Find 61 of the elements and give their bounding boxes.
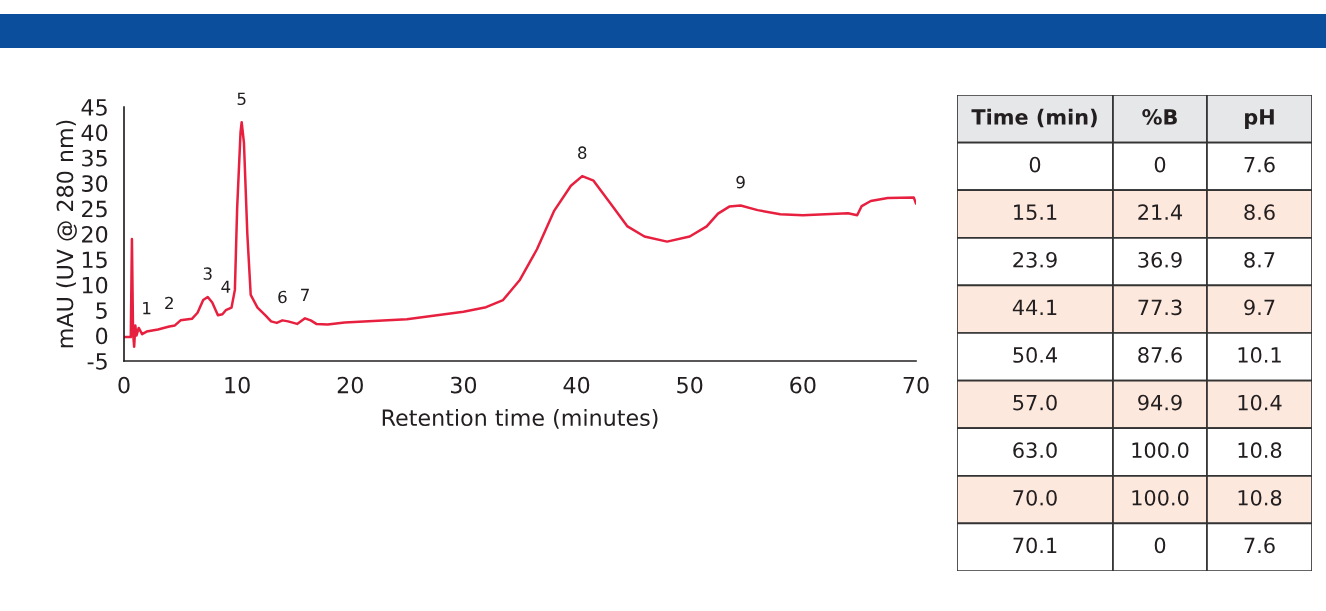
annotation: 7 (301, 288, 309, 301)
x-tick-label: 40 (563, 376, 590, 394)
text: 8.6 (1244, 204, 1275, 221)
x-tick-label: 20 (337, 376, 363, 394)
annotation: 1 (143, 302, 151, 315)
category-label: Time (min) (971, 108, 1097, 128)
line-series (124, 120, 916, 349)
text: 10.1 (1238, 347, 1281, 363)
annotation: 6 (278, 290, 287, 304)
text: 70.1 (1013, 537, 1057, 554)
annotation: 8 (578, 146, 587, 159)
x-axis-title: Retention time (minutes) (382, 408, 658, 429)
x-tick-label: 50 (677, 376, 703, 394)
text: 77.3 (1138, 299, 1182, 316)
text: 10.4 (1238, 394, 1282, 411)
y-tick-label: -5 (87, 353, 107, 370)
y-tick-label: 10 (82, 276, 108, 294)
text: 7.6 (1244, 156, 1275, 173)
x-tick-label: 30 (450, 376, 477, 394)
x-tick-label: 70 (903, 376, 929, 394)
y-tick-label: 5 (96, 302, 107, 319)
x-tick-label: 10 (225, 376, 250, 394)
y-tick-label: 15 (82, 251, 107, 269)
text: 94.9 (1138, 394, 1182, 411)
text: 100.0 (1132, 489, 1189, 506)
y-tick-label: 40 (81, 124, 108, 142)
category-label: %B (1142, 109, 1177, 125)
text: 87.6 (1138, 347, 1182, 363)
text: 0 (1029, 156, 1041, 173)
text: 10.8 (1238, 442, 1282, 459)
category-label: pH (1245, 109, 1274, 129)
y-axis-title: mAU (UV @ 280 nm) (56, 120, 77, 348)
text: 15.1 (1014, 204, 1057, 221)
text: 50.4 (1013, 347, 1058, 363)
text: 10.8 (1238, 489, 1282, 506)
annotation: 5 (237, 92, 246, 106)
text: 36.9 (1138, 251, 1182, 268)
text: 100.0 (1132, 442, 1189, 459)
text: 70.0 (1013, 489, 1057, 506)
text: 57.0 (1013, 394, 1057, 411)
text: 9.7 (1244, 299, 1275, 316)
y-tick-label: 20 (82, 225, 108, 243)
x-tick-label: 60 (790, 376, 816, 394)
y-tick-label: 25 (82, 200, 107, 218)
x-tick-label: 0 (118, 376, 130, 394)
text: 0 (1154, 537, 1166, 554)
y-tick-label: 0 (96, 327, 108, 345)
text: 21.4 (1138, 204, 1183, 220)
annotation: 2 (165, 296, 173, 310)
y-tick-label: 30 (82, 175, 108, 192)
text: 0 (1154, 156, 1166, 173)
text: 63.0 (1013, 442, 1057, 459)
annotation: 4 (221, 280, 231, 293)
y-tick-label: 45 (81, 99, 107, 116)
text: 23.9 (1013, 251, 1057, 268)
text: 7.6 (1244, 537, 1275, 554)
text: 44.1 (1012, 299, 1057, 315)
annotation: 9 (736, 175, 745, 189)
y-tick-label: 35 (82, 149, 107, 167)
annotation: 3 (203, 267, 212, 280)
text: 8.7 (1244, 251, 1275, 268)
